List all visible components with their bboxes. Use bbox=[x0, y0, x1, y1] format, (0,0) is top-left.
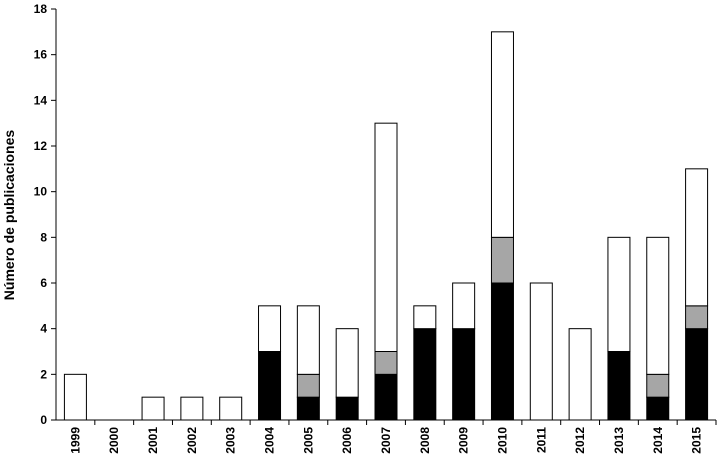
y-tick-label: 8 bbox=[40, 230, 47, 244]
x-tick-label-2001: 2001 bbox=[146, 427, 160, 454]
y-tick-label: 6 bbox=[40, 276, 47, 290]
bar-segment-2011-s2 bbox=[529, 282, 553, 421]
x-tick-label-2015: 2015 bbox=[690, 427, 704, 454]
x-tick-label-2012: 2012 bbox=[573, 427, 587, 454]
y-tick-label: 10 bbox=[34, 185, 48, 199]
y-axis-ticks: 0 2 4 6 8 10 12 14 16 18 bbox=[34, 2, 56, 427]
x-tick-label-2011: 2011 bbox=[534, 427, 548, 453]
y-tick-label: 4 bbox=[40, 322, 47, 336]
bar-segment-2004-s0 bbox=[258, 351, 282, 421]
x-axis-ticks: 1999 2000 2001 2002 2003 2004 2005 2006 2007 2008… bbox=[68, 420, 717, 454]
x-tick-label-2004: 2004 bbox=[263, 427, 277, 454]
bar-segment-2013-s2 bbox=[607, 236, 631, 352]
x-tick-label-2003: 2003 bbox=[224, 427, 238, 454]
bar-segment-2012-s2 bbox=[568, 328, 592, 421]
y-tick-label: 18 bbox=[34, 2, 48, 16]
bar-segment-2009-s2 bbox=[452, 282, 476, 330]
x-tick-label-2009: 2009 bbox=[457, 427, 471, 454]
bars-group bbox=[63, 31, 709, 421]
x-tick-label-2007: 2007 bbox=[379, 427, 393, 454]
bar-segment-2002-s2 bbox=[180, 396, 204, 421]
bar-segment-2010-s0 bbox=[490, 282, 514, 421]
bar-segment-2003-s2 bbox=[219, 396, 243, 421]
bar-segment-2014-s2 bbox=[646, 236, 670, 375]
y-tick-label: 12 bbox=[34, 139, 48, 153]
bar-segment-2004-s2 bbox=[258, 305, 282, 353]
bar-segment-2014-s1 bbox=[646, 373, 670, 398]
bar-segment-2007-s1 bbox=[374, 351, 398, 375]
bar-segment-1999-s2 bbox=[63, 373, 87, 421]
bar-segment-2015-s2 bbox=[685, 168, 709, 307]
bar-segment-2008-s2 bbox=[413, 305, 437, 330]
bar-segment-2009-s0 bbox=[452, 328, 476, 421]
x-tick-label-2013: 2013 bbox=[612, 427, 626, 454]
x-tick-label-2010: 2010 bbox=[495, 427, 509, 454]
x-tick-label-2005: 2005 bbox=[301, 427, 315, 454]
bar-segment-2005-s2 bbox=[296, 305, 320, 375]
bar-segment-2010-s1 bbox=[490, 236, 514, 284]
bar-segment-2006-s0 bbox=[335, 396, 359, 421]
bar-segment-2015-s1 bbox=[685, 305, 709, 330]
x-tick-label-2002: 2002 bbox=[185, 427, 199, 454]
bar-segment-2015-s0 bbox=[685, 328, 709, 421]
y-axis-title: Número de publicaciones bbox=[1, 130, 17, 301]
x-tick-label-2000: 2000 bbox=[107, 427, 121, 454]
y-tick-label: 14 bbox=[34, 93, 48, 107]
bar-segment-2013-s0 bbox=[607, 351, 631, 421]
bar-segment-2008-s0 bbox=[413, 328, 437, 421]
bar-segment-2001-s2 bbox=[141, 396, 165, 421]
y-tick-label: 2 bbox=[40, 367, 47, 381]
bar-segment-2006-s2 bbox=[335, 328, 359, 398]
bar-segment-2007-s2 bbox=[374, 122, 398, 352]
bar-segment-2010-s2 bbox=[490, 31, 514, 238]
x-tick-label-2014: 2014 bbox=[651, 427, 665, 454]
x-tick-label-1999: 1999 bbox=[68, 427, 82, 454]
y-tick-label: 0 bbox=[40, 413, 47, 427]
bar-segment-2014-s0 bbox=[646, 396, 670, 421]
y-tick-label: 16 bbox=[34, 48, 48, 62]
x-tick-label-2008: 2008 bbox=[418, 427, 432, 454]
bar-segment-2007-s0 bbox=[374, 373, 398, 421]
bar-segment-2005-s1 bbox=[296, 373, 320, 398]
x-tick-label-2006: 2006 bbox=[340, 427, 354, 454]
bar-segment-2005-s0 bbox=[296, 396, 320, 421]
